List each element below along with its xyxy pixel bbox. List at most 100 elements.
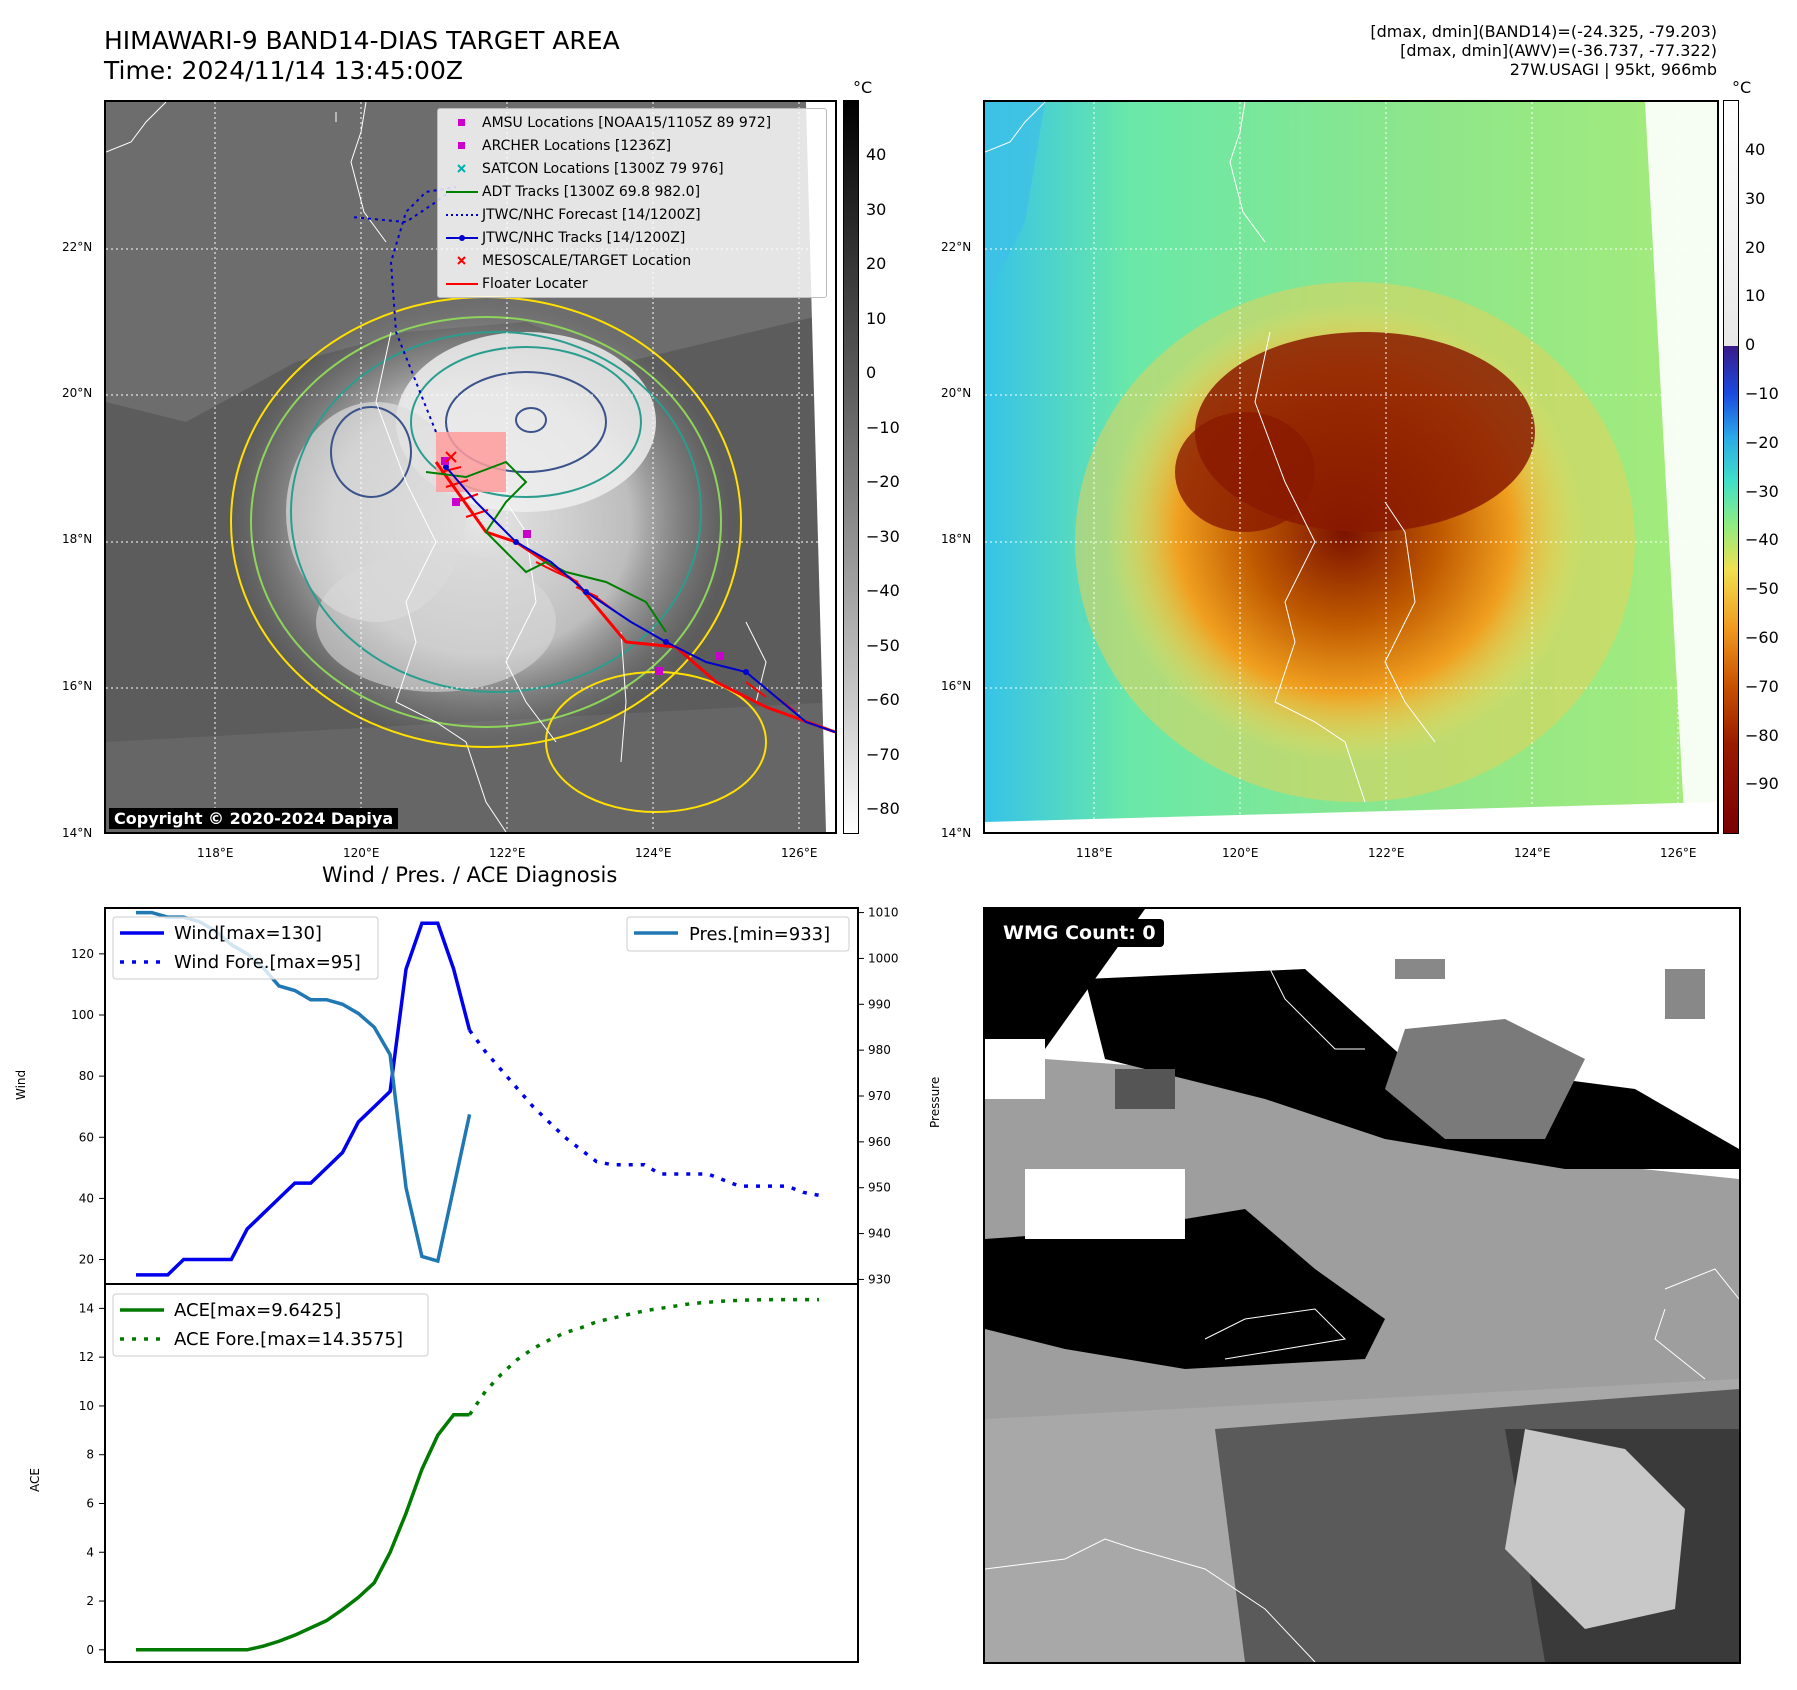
awv-colorbar-tick-label: −80 [1745,725,1779,745]
ir-lon-label: 122°E [489,846,526,860]
ir-colorbar-tick-label: −10 [866,417,900,437]
diagnosis-panel: 20 40 60 80 100 120 930 940 950 960 970 980 990 1000… [59,906,904,1664]
wmg-panel: WMG Count: 0 [983,907,1741,1664]
figure-title: HIMAWARI-9 BAND14-DIAS TARGET AREA [104,26,620,55]
awv-lat-label: 14°N [941,826,972,840]
ace-frame [104,1283,859,1663]
stats-block: [dmax, dmin](BAND14)=(-24.325, -79.203) … [1370,22,1717,79]
wind-axis-label: Wind [14,1069,28,1100]
awv-colorbar-tick-label: 20 [1745,237,1766,257]
ace-axis-tick-label: 12 [79,1350,94,1364]
awv-colorbar-tick-label: 10 [1745,286,1766,306]
dotted-line-icon [446,214,478,216]
wind-axis-tick-label: 120 [71,947,94,961]
wind-axis-tick-label: 60 [79,1130,94,1144]
wind-axis-tick-label: 20 [79,1253,94,1267]
ace-axis-tick-label: 10 [79,1399,94,1413]
square-marker-icon [458,142,465,149]
wind-axis-tick-label: 80 [79,1069,94,1083]
awv-map-canvas [985,102,1717,832]
awv-gridlines [985,102,1717,832]
x-marker-icon [457,164,466,173]
pressure-axis-tick-label: 970 [868,1089,891,1103]
awv-colorbar-tick-label: −40 [1745,530,1779,550]
ir-colorbar-tick-label: −40 [866,581,900,600]
ir-lat-label: 22°N [62,240,93,254]
ir-colorbar-tick-label: 30 [866,199,887,219]
ace-axis-ticks: 0 2 4 6 8 10 12 14 [79,1301,105,1657]
ace-series-line [136,1412,470,1652]
adt-track [425,460,667,633]
awv-colorbar-tick-label: 40 [1745,140,1766,159]
pressure-axis-tick-label: 1000 [868,951,899,965]
pressure-axis-ticks: 930 940 950 960 970 980 990 1000 1010 [858,906,899,1286]
ir-lat-label: 20°N [62,386,93,400]
ir-colorbar-tick-label: −60 [866,690,900,709]
line-icon [446,191,478,193]
storm-info: 27W.USAGI | 95kt, 966mb [1509,60,1717,79]
ir-lon-label: 124°E [635,846,672,860]
legend-item-satcon: SATCON Locations [1300Z 79 976] [442,157,822,180]
ir-lat-label: 18°N [62,532,93,546]
ir-colorbar-tick-label: −80 [866,799,900,818]
legend-item-adt: ADT Tracks [1300Z 69.8 982.0] [442,180,822,203]
stats-awv: [dmax, dmin](AWV)=(-36.737, -77.322) [1400,41,1717,60]
pressure-axis-tick-label: 980 [868,1043,891,1057]
line-icon [446,283,478,285]
ace-axis-tick-label: 6 [86,1496,94,1510]
ir-lon-label: 126°E [781,846,818,860]
legend-item-jtwc-tracks: JTWC/NHC Tracks [14/1200Z] [442,226,822,249]
awv-colorbar-tick-label: 0 [1745,335,1756,355]
awv-colorbar-tick-label: −10 [1745,384,1779,403]
awv-colorbar [1723,100,1739,834]
ir-lon-label: 118°E [197,846,234,860]
ace-axis-tick-label: 2 [86,1594,94,1608]
ir-map-panel: AMSU Locations [NOAA15/1105Z 89 972] ARC… [104,100,837,834]
ace-axis-label: ACE [28,1468,42,1492]
legend-item-mesoscale: MESOSCALE/TARGET Location [442,249,822,272]
ace-axis-tick-label: 8 [86,1448,94,1462]
ir-colorbar-tick-label: 10 [866,308,887,328]
figure-time: Time: 2024/11/14 13:45:00Z [104,56,463,85]
legend-item-amsu: AMSU Locations [NOAA15/1105Z 89 972] [442,111,822,134]
amsu-archer-markers [441,457,724,675]
ir-colorbar-tick-label: 0 [866,363,877,382]
ace-legend-box [112,1293,429,1357]
wind-axis-ticks: 20 40 60 80 100 120 [71,947,105,1267]
wind-forecast-series-line [468,1029,820,1198]
x-marker-icon [457,256,466,265]
awv-lon-label: 122°E [1368,846,1405,860]
ace-legend-label: ACE[max=9.6425] [174,1300,341,1321]
awv-lat-label: 18°N [941,532,972,546]
jtwc-forecast-track [350,186,457,433]
pressure-axis-tick-label: 960 [868,1135,891,1149]
target-marker [445,451,457,463]
ir-colorbar-tick-label: 40 [866,145,887,164]
ir-colorbar-tick-label: 20 [866,254,887,273]
wind-legend-box [112,916,379,980]
wind-axis-tick-label: 100 [71,1008,94,1022]
wind-legend-label: Wind[max=130] [174,923,322,944]
awv-coastlines [985,102,1436,803]
figure-title-block: HIMAWARI-9 BAND14-DIAS TARGET AREA Time:… [104,26,620,86]
ir-colorbar-tick-label: −50 [866,635,900,655]
ir-colorbar [843,100,859,834]
ace-forecast-series-line [468,1297,819,1416]
wind-series-line [136,921,472,1277]
awv-colorbar-tick-label: 30 [1745,188,1766,208]
wmg-coastlines [985,958,1739,1662]
ace-axis-tick-label: 0 [86,1643,94,1657]
ir-lat-label: 16°N [62,679,93,693]
awv-colorbar-unit: °C [1732,78,1752,97]
ir-lat-label: 14°N [62,826,93,840]
floater-track [434,461,835,734]
wind-fore-legend-label: Wind Fore.[max=95] [174,952,361,973]
ir-lon-label: 120°E [343,846,380,860]
ace-axis-tick-label: 4 [86,1545,94,1559]
stats-band14: [dmax, dmin](BAND14)=(-24.325, -79.203) [1370,22,1717,41]
diagnosis-title: Wind / Pres. / ACE Diagnosis [322,863,618,887]
line-dot-icon [446,235,478,241]
ace-fore-legend-label: ACE Fore.[max=14.3575] [174,1329,403,1350]
ir-colorbar-tick-label: −70 [866,744,900,764]
